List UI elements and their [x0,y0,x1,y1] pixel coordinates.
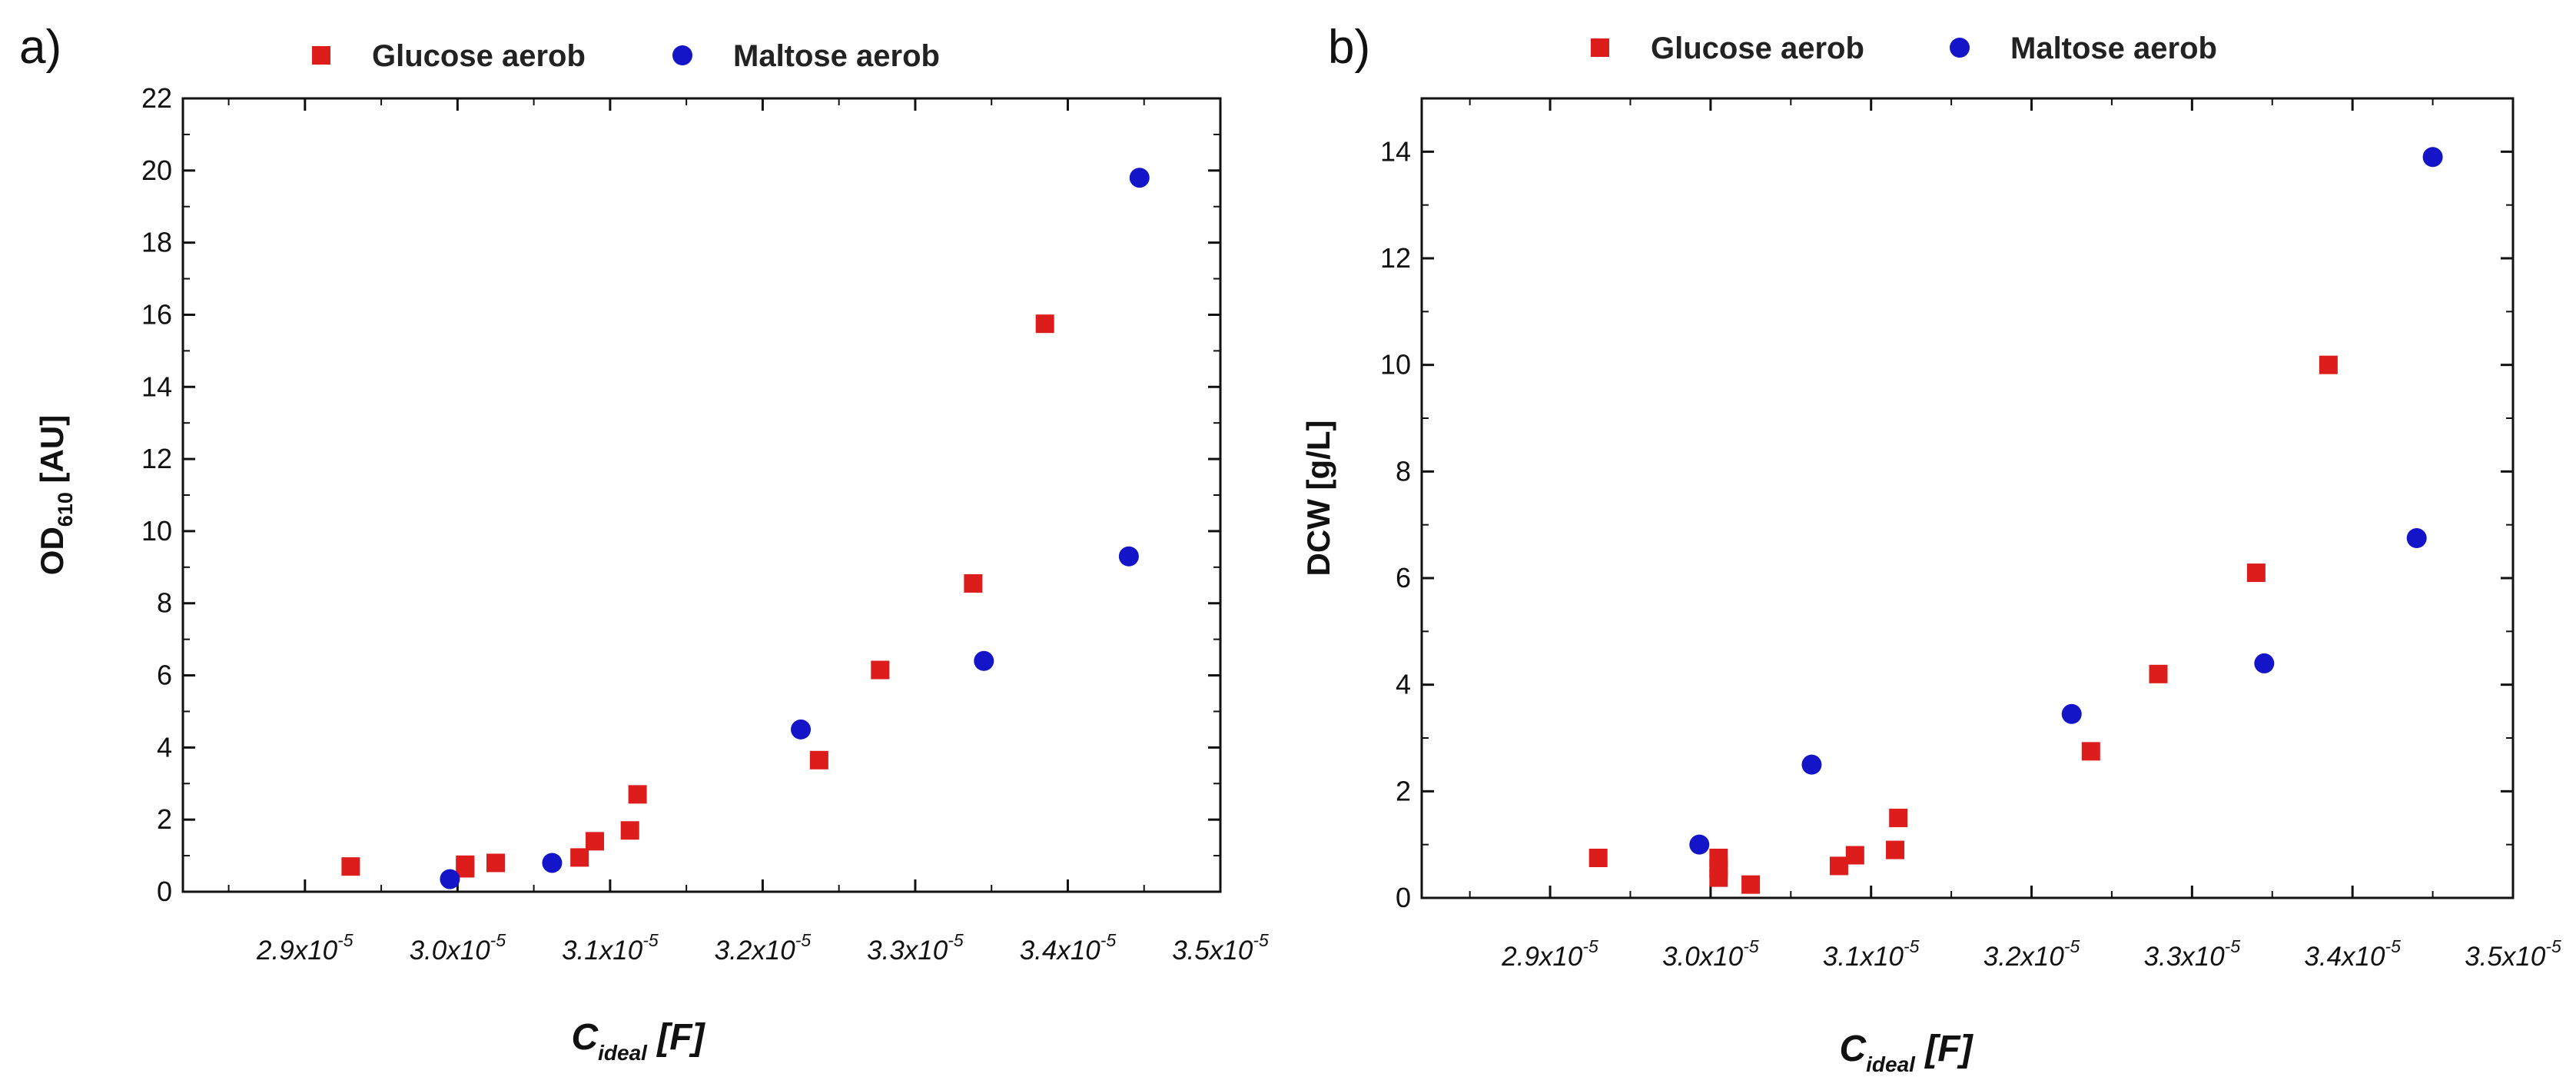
y-tick-label: 12 [141,443,172,474]
data-point [974,650,994,671]
legend-label: Glucose aerob [1651,32,1864,65]
y-tick-label: 4 [1396,669,1411,700]
data-point [620,821,639,840]
x-tick-label: 3.1x10-5 [562,930,659,966]
series-glucose-aerob [341,314,1054,878]
y-tick-label: 0 [1396,882,1411,913]
data-point [486,853,505,873]
y-tick-label: 6 [157,660,172,691]
series-maltose-aerob [1689,147,2443,855]
y-tick-label: 12 [1380,242,1411,274]
data-point [1118,546,1139,567]
data-point [628,785,647,804]
data-point [586,832,605,851]
data-point [1129,168,1150,188]
data-point [2149,664,2168,683]
y-tick-label: 4 [157,731,172,763]
y-tick-label: 10 [141,515,172,547]
data-point [542,853,563,873]
series-glucose-aerob [1588,355,2338,894]
x-tick-label: 3.0x10-5 [1662,936,1759,972]
x-axis-label: Cideal [F] [571,1017,705,1065]
plot-frame [1420,97,2515,899]
data-point [791,719,812,740]
y-tick-label: 6 [1396,562,1411,593]
x-tick-label: 3.3x10-5 [867,930,964,966]
y-tick-label: 0 [157,876,172,907]
legend-label: Maltose aerob [2010,32,2217,65]
legend-label: Glucose aerob [372,39,586,73]
data-point [1886,840,1905,859]
y-tick-label: 10 [1380,349,1411,381]
x-tick-label: 3.0x10-5 [410,930,506,966]
x-tick-label: 2.9x10-5 [256,930,354,966]
data-point [456,855,475,874]
y-tick-label: 8 [157,587,172,619]
x-tick-label: 3.5x10-5 [1172,930,1269,966]
data-point [2319,355,2338,374]
data-point [1689,834,1710,855]
data-point [2246,563,2266,583]
x-tick-label: 3.3x10-5 [2144,936,2241,972]
y-tick-label: 8 [1396,455,1411,487]
y-tick-label: 16 [141,298,172,330]
chart-a: a) Glucose aerob Maltose aerob 0 2 4 6 8 10 12 14 1… [19,21,1269,1065]
x-tick-label: 3.4x10-5 [1020,930,1117,966]
data-point [1829,856,1848,876]
data-point [2422,147,2443,168]
series-maltose-aerob [440,168,1150,889]
data-point [1889,809,1908,827]
legend-label: Maltose aerob [733,39,940,73]
y-axis-label: DCW [g/L] [1300,421,1336,577]
data-point [1845,846,1864,865]
data-point [2081,742,2100,761]
chart-b: b) Glucose aerob Maltose aerob 0 2 4 6 8 10 12 14 2… [1300,21,2561,1076]
y-tick-label: 14 [1380,135,1411,167]
y-tick-label: 22 [141,82,172,114]
data-point [1588,849,1608,867]
legend-marker-square [312,46,330,65]
data-point [440,869,460,889]
data-point [1035,314,1054,334]
panel-label: a) [19,21,61,74]
data-point [2254,653,2275,673]
data-point [2061,703,2082,724]
data-point [1709,868,1728,887]
data-point [1741,875,1761,894]
x-tick-label: 3.1x10-5 [1823,936,1920,972]
x-tick-label: 3.5x10-5 [2465,936,2561,972]
plot-frame [181,97,1222,893]
y-tick-label: 2 [1396,775,1411,806]
x-tick-label: 3.2x10-5 [1983,936,2080,972]
legend-marker-circle [672,45,692,65]
data-point [809,750,828,770]
y-tick-label: 18 [141,227,172,258]
y-tick-label: 2 [157,803,172,835]
panel-label: b) [1328,21,1370,74]
x-tick-label: 2.9x10-5 [1501,936,1598,972]
y-axis-label: OD610 [AU] [34,415,77,575]
x-tick-label: 3.4x10-5 [2304,936,2401,972]
x-axis-label: Cideal [F] [1839,1029,1973,1076]
data-point [2406,528,2427,548]
data-point [964,573,983,593]
y-tick-label: 20 [141,155,172,186]
data-point [1801,754,1822,775]
data-point [341,857,360,876]
data-point [570,848,589,867]
data-point [871,660,890,680]
x-tick-label: 3.2x10-5 [715,930,812,966]
y-tick-label: 14 [141,371,172,402]
legend-marker-circle [1950,38,1970,58]
legend-marker-square [1591,38,1609,57]
